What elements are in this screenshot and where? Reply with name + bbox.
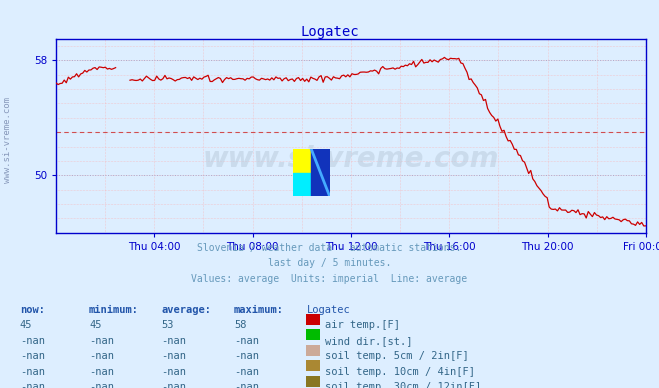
Text: soil temp. 30cm / 12in[F]: soil temp. 30cm / 12in[F]: [325, 382, 481, 388]
Text: -nan: -nan: [89, 382, 114, 388]
Text: -nan: -nan: [161, 367, 186, 377]
Text: -nan: -nan: [161, 351, 186, 361]
Text: -nan: -nan: [161, 382, 186, 388]
Text: -nan: -nan: [234, 351, 259, 361]
Text: last day / 5 minutes.: last day / 5 minutes.: [268, 258, 391, 268]
Text: wind dir.[st.]: wind dir.[st.]: [325, 336, 413, 346]
Text: 53: 53: [161, 320, 174, 330]
Text: -nan: -nan: [234, 382, 259, 388]
Text: 45: 45: [89, 320, 101, 330]
Text: Logatec: Logatec: [306, 305, 350, 315]
Text: air temp.[F]: air temp.[F]: [325, 320, 400, 330]
Text: -nan: -nan: [89, 367, 114, 377]
Text: maximum:: maximum:: [234, 305, 284, 315]
Polygon shape: [312, 149, 330, 196]
Text: 58: 58: [234, 320, 246, 330]
Text: Logatec: Logatec: [301, 25, 358, 39]
Text: soil temp. 10cm / 4in[F]: soil temp. 10cm / 4in[F]: [325, 367, 475, 377]
Text: -nan: -nan: [161, 336, 186, 346]
Text: -nan: -nan: [20, 382, 45, 388]
Text: now:: now:: [20, 305, 45, 315]
Text: -nan: -nan: [234, 336, 259, 346]
Text: -nan: -nan: [89, 336, 114, 346]
Text: www.si-vreme.com: www.si-vreme.com: [3, 97, 13, 183]
Text: -nan: -nan: [20, 336, 45, 346]
Text: soil temp. 5cm / 2in[F]: soil temp. 5cm / 2in[F]: [325, 351, 469, 361]
Text: -nan: -nan: [234, 367, 259, 377]
Text: -nan: -nan: [20, 351, 45, 361]
Text: Values: average  Units: imperial  Line: average: Values: average Units: imperial Line: av…: [191, 274, 468, 284]
Bar: [293, 149, 312, 173]
Text: -nan: -nan: [20, 367, 45, 377]
Text: -nan: -nan: [89, 351, 114, 361]
Text: 45: 45: [20, 320, 32, 330]
Text: www.si-vreme.com: www.si-vreme.com: [203, 145, 499, 173]
Bar: [293, 173, 312, 196]
Text: Slovenia / weather data - automatic stations.: Slovenia / weather data - automatic stat…: [197, 242, 462, 253]
Text: average:: average:: [161, 305, 212, 315]
Text: minimum:: minimum:: [89, 305, 139, 315]
